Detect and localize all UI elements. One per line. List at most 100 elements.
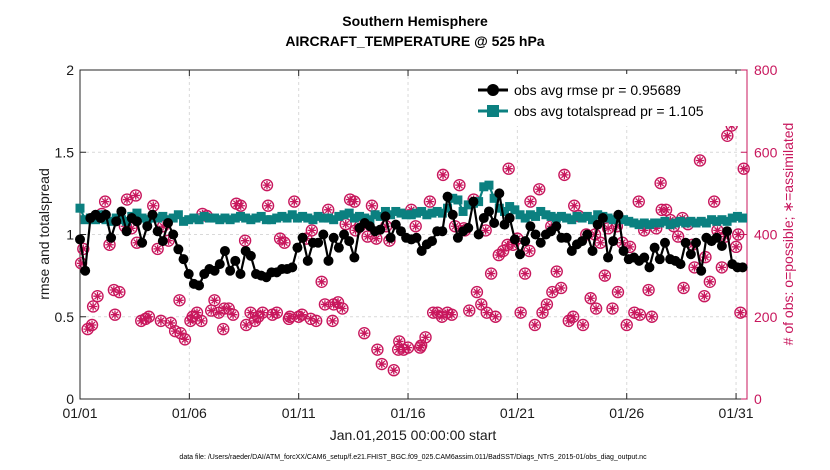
rmse-point xyxy=(613,209,624,220)
rmse-point xyxy=(235,268,246,279)
rmse-point xyxy=(100,209,111,220)
spread-point xyxy=(75,203,85,213)
rmse-point xyxy=(147,209,158,220)
chart-title: Southern Hemisphere xyxy=(342,13,488,29)
obs-possible-point xyxy=(659,203,673,217)
spread-point xyxy=(551,213,561,223)
spread-point xyxy=(619,215,629,225)
obs-possible-point xyxy=(721,129,734,143)
spread-point xyxy=(582,211,592,221)
obs-possible-point xyxy=(489,310,502,323)
obs-assimilated-point xyxy=(481,226,490,235)
spread-point xyxy=(660,216,670,226)
obs-assimilated-point xyxy=(447,310,456,319)
obs-possible-point xyxy=(409,220,422,233)
rmse-point xyxy=(163,217,174,228)
spread-point xyxy=(344,208,354,218)
rmse-point xyxy=(654,254,665,265)
obs-possible-point xyxy=(248,314,262,328)
rmse-point xyxy=(597,213,608,224)
rmse-point xyxy=(691,237,702,248)
obs-assimilated-point xyxy=(156,316,166,326)
obs-possible-point xyxy=(436,168,450,182)
rmse-point xyxy=(116,206,127,217)
spread-point xyxy=(80,215,90,225)
rmse-point xyxy=(551,221,562,232)
legend-rmse-marker xyxy=(487,84,499,96)
obs-assimilated-point xyxy=(421,333,430,342)
y2-tick-label: 400 xyxy=(754,227,778,243)
obs-assimilated-point xyxy=(690,263,699,272)
obs-assimilated-point xyxy=(284,314,294,324)
spread-point xyxy=(375,211,385,221)
rmse-point xyxy=(525,221,536,232)
spread-point xyxy=(355,211,365,221)
spread-point xyxy=(567,215,577,225)
spread-point xyxy=(655,218,665,228)
obs-assimilated-point xyxy=(131,191,140,200)
obs-assimilated-point xyxy=(560,170,569,180)
obs-assimilated-point xyxy=(311,316,321,326)
obs-assimilated-point xyxy=(568,312,578,321)
obs-assimilated-point xyxy=(115,287,124,297)
spread-point xyxy=(463,200,473,210)
rmse-point xyxy=(245,250,256,261)
obs-assimilated-point xyxy=(438,170,448,180)
spread-point xyxy=(406,210,416,220)
obs-possible-point xyxy=(463,304,476,317)
obs-possible-point xyxy=(252,310,265,323)
x-tick-label: 01/01 xyxy=(62,405,97,421)
obs-assimilated-point xyxy=(240,236,250,245)
spread-series-layer xyxy=(75,180,748,230)
spread-point xyxy=(422,210,432,220)
rmse-point xyxy=(675,259,686,270)
spread-point xyxy=(510,205,520,215)
rmse-point xyxy=(722,226,733,237)
obs-possible-point xyxy=(331,296,345,309)
spread-point xyxy=(448,193,458,203)
spread-point xyxy=(142,215,152,225)
rmse-point xyxy=(463,222,474,233)
spread-point xyxy=(106,216,116,226)
obs-assimilated-point xyxy=(242,320,251,330)
spread-point xyxy=(670,218,680,228)
spread-point xyxy=(122,216,132,226)
obs-assimilated-point xyxy=(214,308,224,317)
obs-possible-point xyxy=(632,195,645,208)
legend-rmse-label: obs avg rmse pr = 0.95689 xyxy=(514,82,681,98)
rmse-point xyxy=(649,242,660,253)
obs-assimilated-point xyxy=(338,304,347,313)
spread-point xyxy=(453,195,463,205)
obs-possible-point xyxy=(273,232,287,245)
spread-point xyxy=(153,213,163,223)
obs-possible-point xyxy=(492,248,505,262)
obs-assimilated-point xyxy=(153,244,162,254)
obs-possible-point xyxy=(677,281,690,295)
spread-point xyxy=(411,208,421,218)
x-tick-label: 01/16 xyxy=(391,405,426,421)
obs-possible-point xyxy=(601,222,615,235)
obs-assimilated-point xyxy=(220,304,229,313)
obs-possible-point xyxy=(419,331,432,344)
obs-possible-point xyxy=(633,308,647,321)
obs-assimilated-point xyxy=(186,316,195,326)
rmse-point xyxy=(680,237,691,248)
rmse-point xyxy=(504,213,515,224)
obs-assimilated-point xyxy=(176,329,185,338)
obs-possible-point xyxy=(91,289,104,303)
obs-assimilated-point xyxy=(734,230,743,239)
obs-assimilated-point xyxy=(360,329,369,338)
x-tick-label: 01/06 xyxy=(172,405,207,421)
spread-point xyxy=(179,216,189,226)
obs-possible-point xyxy=(151,242,164,256)
obs-possible-point xyxy=(554,281,568,295)
obs-assimilated-point xyxy=(657,205,666,215)
spread-point xyxy=(525,210,535,220)
obs-assimilated-point xyxy=(640,226,649,235)
obs-possible-point xyxy=(699,250,712,264)
obs-possible-point xyxy=(326,314,339,328)
obs-possible-point xyxy=(568,199,581,212)
obs-possible-point xyxy=(305,224,319,237)
rmse-point xyxy=(711,232,722,243)
